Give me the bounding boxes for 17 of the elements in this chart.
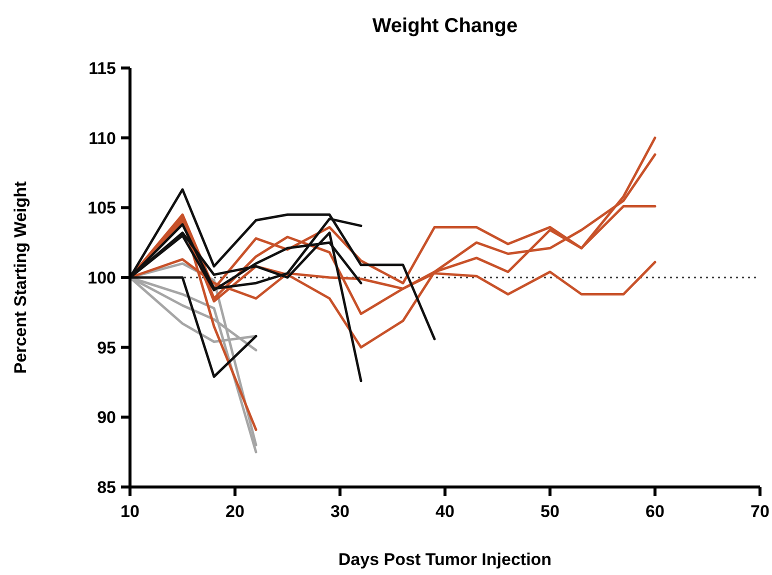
y-tick-label: 95 <box>97 338 116 358</box>
y-tick-label: 105 <box>88 198 116 218</box>
y-axis-title: Percent Starting Weight <box>11 180 30 374</box>
x-tick-label: 10 <box>120 502 140 521</box>
x-axis-title: Days Post Tumor Injection <box>338 550 552 569</box>
chart-title: Weight Change <box>372 15 518 37</box>
x-tick-label: 40 <box>436 502 454 521</box>
y-tick-label: 90 <box>97 408 116 428</box>
x-tick-label: 20 <box>226 502 244 521</box>
y-tick-label: 100 <box>88 268 116 288</box>
y-tick-label: 115 <box>88 58 116 78</box>
x-tick-label: 50 <box>540 502 560 521</box>
y-tick-label: 110 <box>88 128 116 148</box>
x-tick-label: 30 <box>330 502 350 521</box>
x-tick-label: 60 <box>646 502 664 521</box>
x-tick-label: 70 <box>750 502 770 521</box>
y-tick-label: 85 <box>97 478 116 497</box>
